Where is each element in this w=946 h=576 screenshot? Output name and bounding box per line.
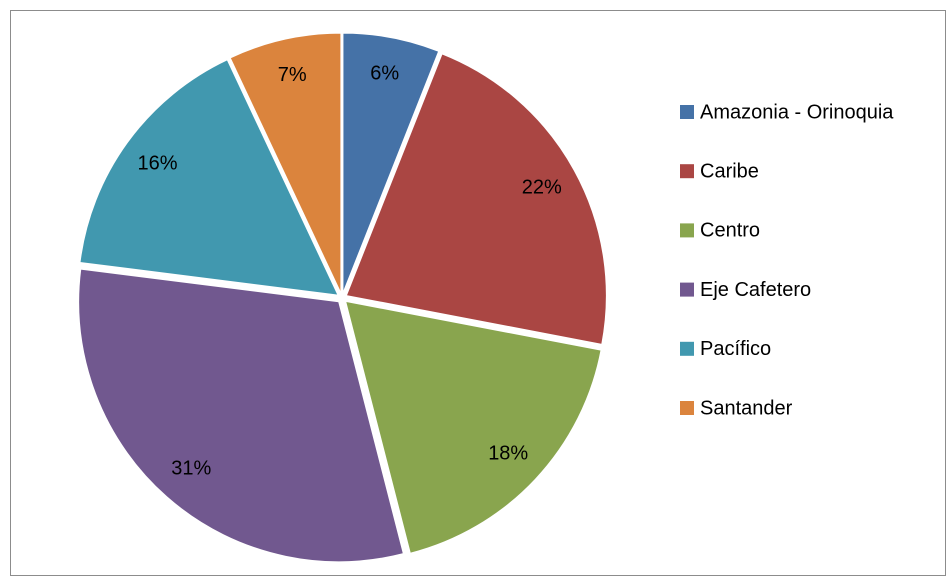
legend-label: Amazonia - Orinoquia — [700, 101, 894, 123]
pie-slice — [79, 59, 339, 296]
pie-slice — [344, 300, 602, 554]
legend-label: Pacífico — [700, 338, 771, 360]
legend-label: Eje Cafetero — [700, 279, 811, 301]
data-label: 31% — [171, 457, 211, 479]
legend-swatch — [680, 401, 694, 415]
legend-swatch — [680, 282, 694, 297]
data-label: 18% — [488, 442, 528, 464]
data-label: 6% — [370, 62, 399, 84]
data-label: 22% — [522, 176, 562, 198]
pie-slice — [342, 32, 440, 294]
legend-label: Centro — [700, 220, 760, 242]
legend-swatch — [680, 341, 694, 356]
pie-slice — [78, 268, 404, 563]
data-label: 7% — [278, 64, 307, 86]
legend-swatch — [680, 223, 694, 238]
pie-slice — [229, 32, 342, 294]
legend-swatch — [680, 105, 694, 119]
legend-swatch — [680, 164, 694, 179]
pie-slice — [345, 53, 607, 345]
legend-label: Caribe — [700, 160, 759, 182]
legend-label: Santander — [700, 397, 793, 419]
data-label: 16% — [138, 152, 178, 174]
